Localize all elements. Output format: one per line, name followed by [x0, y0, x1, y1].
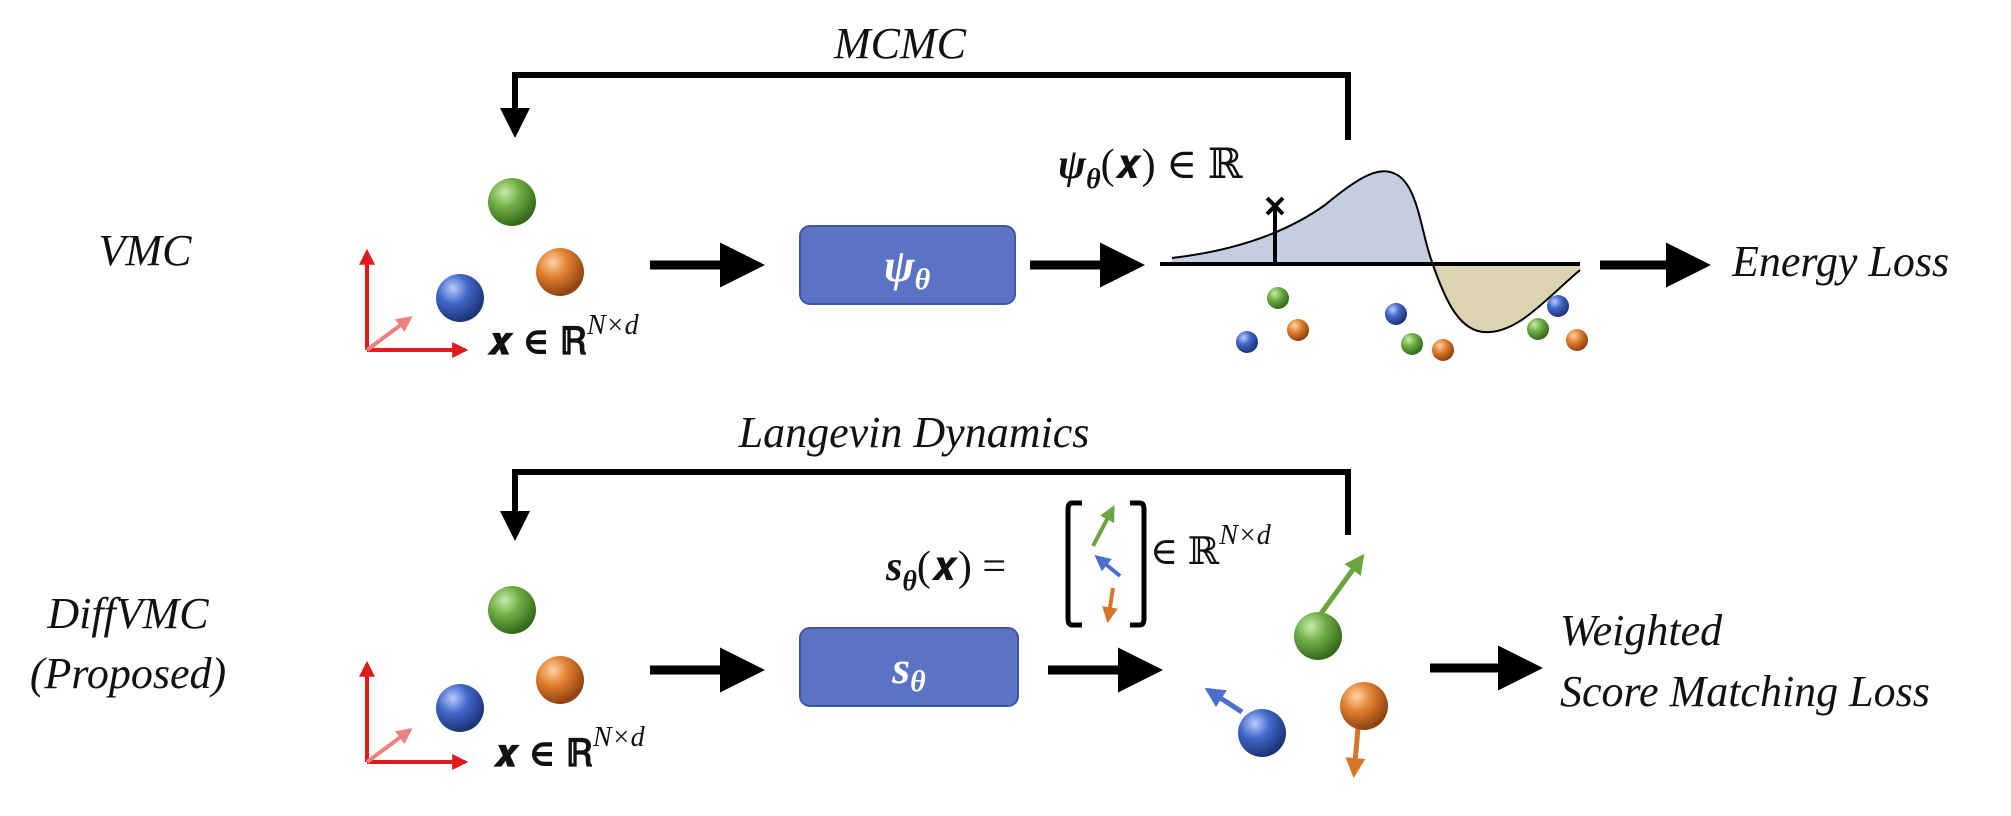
scored-particles: [1204, 553, 1388, 778]
blue-particle: [436, 274, 484, 322]
blue-arrow-icon: [1094, 554, 1122, 578]
green-particle: [488, 586, 536, 634]
green-particle: [488, 178, 536, 226]
row-diffvmc: DiffVMC (Proposed) Langevin Dynamics 𝒙 ∈…: [30, 408, 1930, 778]
sample-particles: [1236, 287, 1588, 361]
weighted-loss-label-line1: Weighted: [1560, 606, 1723, 655]
sample-cross-icon: [1265, 196, 1285, 216]
mcmc-label: MCMC: [833, 19, 967, 68]
row-label-diffvmc-line1: DiffVMC: [46, 589, 209, 638]
wavefunction-plot: [1160, 170, 1581, 334]
langevin-loop-arrow: [500, 469, 1351, 541]
weighted-loss-label-line2: Score Matching Loss: [1560, 667, 1930, 716]
coordinate-axes-icon: [359, 660, 469, 770]
green-particle: [1294, 612, 1342, 660]
langevin-label: Langevin Dynamics: [738, 408, 1090, 457]
input-label-vmc: 𝒙 ∈ ℝN×d: [487, 310, 640, 363]
blue-particle: [436, 684, 484, 732]
orange-particle: [1340, 682, 1388, 730]
row-label-diffvmc-line2: (Proposed): [30, 649, 226, 698]
score-model-box: sθ: [799, 627, 1019, 707]
orange-particle: [536, 656, 584, 704]
energy-loss-label: Energy Loss: [1731, 237, 1949, 286]
row-vmc: VMC MCMC 𝒙 ∈ ℝN×d ψθ: [99, 19, 1950, 363]
svg-text:sθ: sθ: [891, 642, 926, 698]
green-arrow-icon: [1091, 505, 1115, 547]
coordinate-axes-icon: [359, 248, 469, 358]
input-label-diffvmc: 𝒙 ∈ ℝN×d: [493, 722, 646, 775]
row-label-vmc: VMC: [99, 226, 193, 275]
psi-model-box: ψθ: [799, 225, 1016, 305]
blue-particle: [1238, 709, 1286, 757]
score-space-label: ∈ ℝN×d: [1150, 520, 1272, 573]
orange-arrow-icon: [1102, 587, 1118, 624]
psi-output-label: ψθ(𝒙) ∈ ℝ: [1058, 142, 1244, 195]
svg-text:ψθ: ψθ: [884, 240, 931, 296]
mcmc-loop-arrow: [500, 72, 1351, 140]
score-vector-matrix: [1065, 500, 1147, 628]
orange-particle: [536, 248, 584, 296]
score-output-label: sθ(𝒙) =: [885, 544, 1006, 597]
